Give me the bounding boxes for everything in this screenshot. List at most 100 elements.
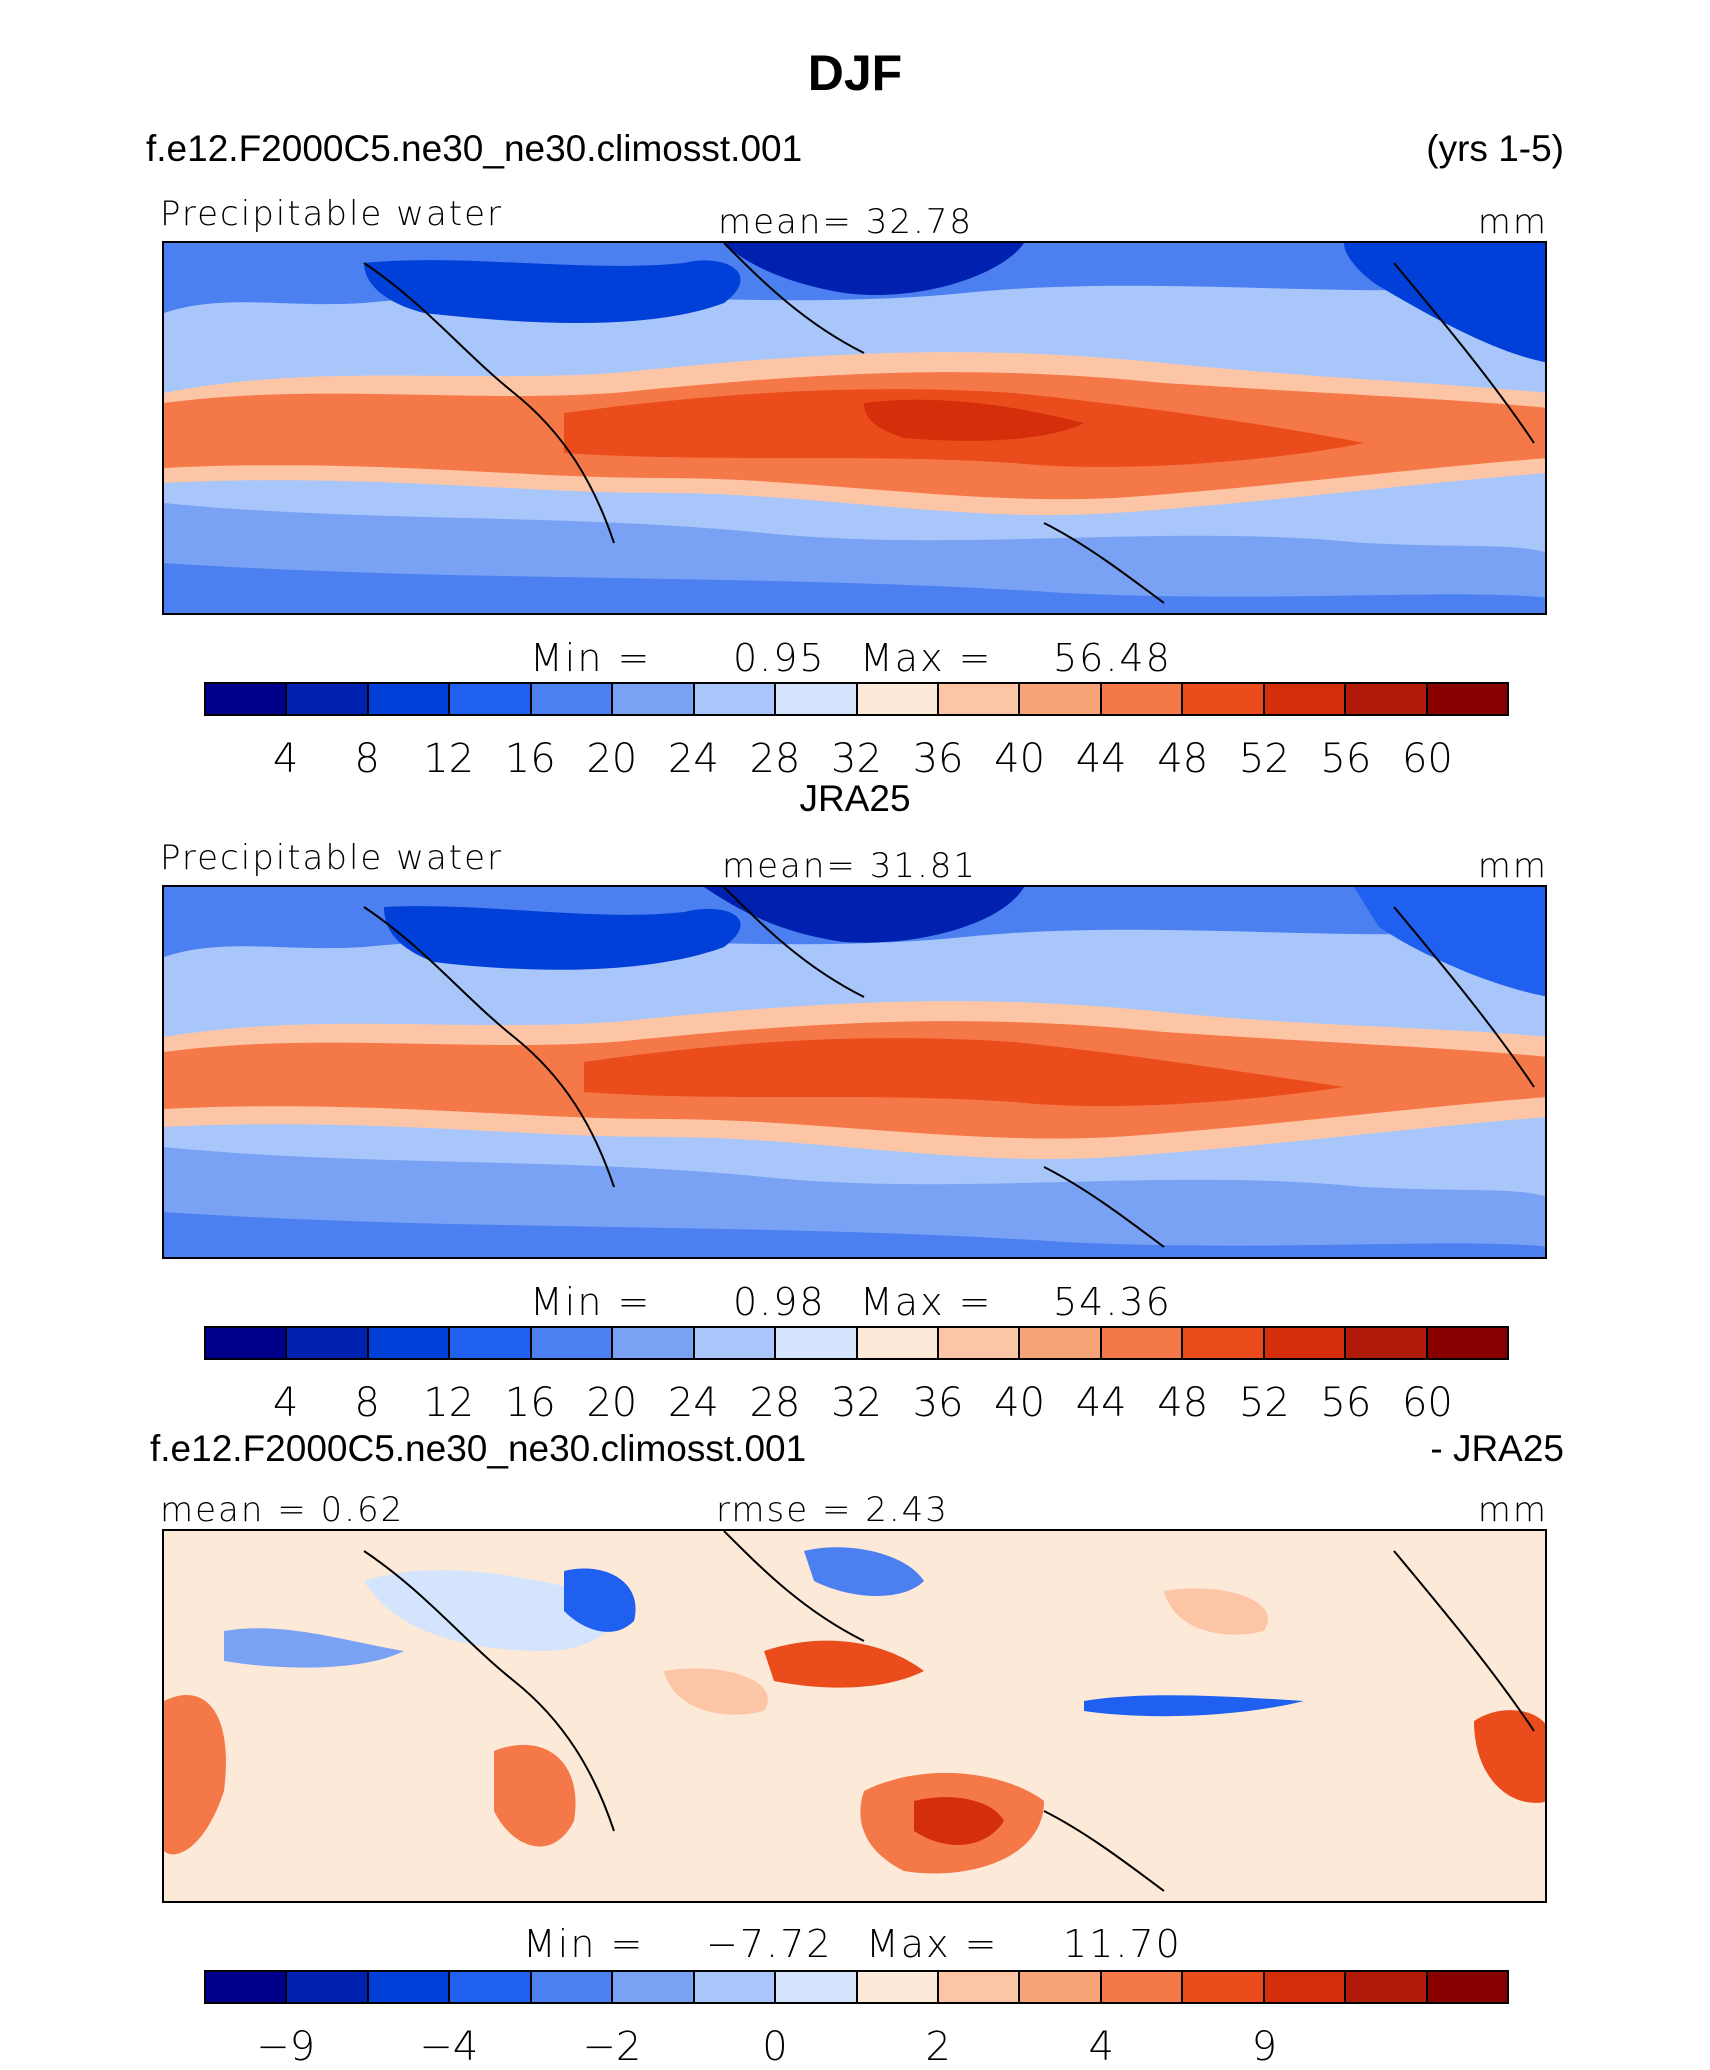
colorbar-tick-label: 40 (994, 736, 1046, 782)
max-value: 54.36 (1053, 1280, 1172, 1324)
diff-case-label: f.e12.F2000C5.ne30_ne30.climosst.001 (150, 1428, 807, 1469)
colorbar-segment (1101, 684, 1184, 714)
max-value: 11.70 (1063, 1922, 1182, 1966)
colorbar-tick-label: 2 (925, 2024, 951, 2070)
min-value: −7.72 (706, 1922, 833, 1966)
mean-label: mean= 32.78 (718, 202, 974, 242)
colorbar-tick-label: −4 (419, 2024, 479, 2070)
page-title: DJF (807, 45, 903, 101)
colorbar-segment (531, 1328, 614, 1358)
max-label: Max = (860, 636, 993, 680)
colorbar-segment (1264, 1328, 1347, 1358)
colorbar-tick-label: 52 (1238, 736, 1290, 782)
colorbar-segment (450, 1972, 532, 2002)
colorbar-segment (1264, 684, 1347, 714)
colorbar-tick-label: 8 (354, 736, 380, 782)
colorbar-segment (1101, 1972, 1184, 2002)
colorbar-tick-label: 40 (994, 1380, 1046, 1426)
colorbar-segment (1101, 1328, 1184, 1358)
colorbar-segment (1020, 1328, 1102, 1358)
colorbar-segment (613, 1972, 695, 2002)
colorbar-segment (857, 1328, 939, 1358)
max-label: Max = (860, 1280, 993, 1324)
colorbar-segment (1183, 684, 1265, 714)
colorbar-tick-label: 36 (912, 736, 964, 782)
model-map (162, 241, 1547, 615)
colorbar-tick-label: 56 (1320, 736, 1372, 782)
colorbar-tick-label: 8 (354, 1380, 380, 1426)
colorbar-tick-label: 56 (1320, 1380, 1372, 1426)
colorbar-tick-label: 4 (272, 736, 299, 782)
units-label: mm (1477, 846, 1548, 886)
colorbar-tick-label: 60 (1401, 736, 1453, 782)
colorbar-tick-label: 44 (1075, 1380, 1127, 1426)
colorbar-segment (694, 1972, 777, 2002)
units-label: mm (1477, 202, 1548, 242)
colorbar-tick-label: 44 (1075, 736, 1127, 782)
diff-mean-label: mean = 0.62 (160, 1490, 405, 1530)
obs-map-svg (164, 887, 1545, 1257)
colorbar-segment (531, 684, 614, 714)
colorbar-segment (1427, 684, 1507, 714)
colorbar-segment (1427, 1328, 1507, 1358)
colorbar-segment (450, 1328, 532, 1358)
colorbar-segment (1020, 684, 1102, 714)
min-label: Min = (530, 1280, 652, 1324)
colorbar-segment (613, 684, 695, 714)
colorbar (204, 1970, 1509, 2004)
colorbar-segment (1346, 1972, 1428, 2002)
colorbar-tick-label: 48 (1157, 1380, 1209, 1426)
colorbar-segment (531, 1972, 614, 2002)
obs-map (162, 885, 1547, 1259)
colorbar-segment (1346, 684, 1428, 714)
colorbar-tick-label: 32 (831, 1380, 882, 1426)
model-map-svg (164, 243, 1545, 613)
colorbar-tick-label: −2 (582, 2024, 642, 2070)
case-name-label: f.e12.F2000C5.ne30_ne30.climosst.001 (146, 128, 803, 169)
colorbar-segment (287, 1972, 369, 2002)
colorbar (204, 1326, 1509, 1360)
colorbar-tick-label: 28 (749, 736, 801, 782)
variable-label: Precipitable water (160, 194, 504, 234)
colorbar-tick-label: 12 (423, 736, 475, 782)
colorbar-segment (857, 1972, 939, 2002)
colorbar-segment (694, 684, 777, 714)
colorbar-segment (287, 684, 369, 714)
colorbar-tick-label: −9 (256, 2024, 316, 2070)
colorbar-tick-label: 24 (667, 736, 719, 782)
colorbar-segment (776, 1972, 858, 2002)
min-value: 0.98 (733, 1280, 826, 1324)
colorbar-segment (938, 1328, 1021, 1358)
colorbar-segment (1427, 1972, 1507, 2002)
colorbar-segment (613, 1328, 695, 1358)
colorbar-segment (1264, 1972, 1347, 2002)
colorbar-tick-label: 24 (667, 1380, 719, 1426)
colorbar-tick-label: 20 (586, 736, 638, 782)
min-label: Min = (530, 636, 652, 680)
colorbar-segment (1183, 1972, 1265, 2002)
max-label: Max = (866, 1922, 999, 1966)
min-label: Min = (523, 1922, 645, 1966)
colorbar-tick-label: 12 (423, 1380, 475, 1426)
colorbar-segment (287, 1328, 369, 1358)
diff-obs-label: - JRA25 (1430, 1428, 1564, 1469)
max-value: 56.48 (1053, 636, 1172, 680)
colorbar-segment (206, 1328, 288, 1358)
colorbar-tick-label: 4 (272, 1380, 299, 1426)
colorbar-segment (776, 1328, 858, 1358)
colorbar-tick-label: 16 (504, 1380, 556, 1426)
colorbar-segment (368, 1328, 451, 1358)
rmse-label: rmse = 2.43 (716, 1490, 949, 1530)
colorbar (204, 682, 1509, 716)
years-label: (yrs 1-5) (1426, 128, 1564, 169)
colorbar-tick-label: 36 (912, 1380, 964, 1426)
colorbar-segment (776, 684, 858, 714)
colorbar-segment (1346, 1328, 1428, 1358)
colorbar-segment (938, 1972, 1021, 2002)
min-value: 0.95 (733, 636, 826, 680)
units-label: mm (1477, 1490, 1548, 1530)
colorbar-tick-label: 20 (586, 1380, 638, 1426)
colorbar-segment (206, 684, 288, 714)
colorbar-segment (368, 1972, 451, 2002)
colorbar-segment (694, 1328, 777, 1358)
